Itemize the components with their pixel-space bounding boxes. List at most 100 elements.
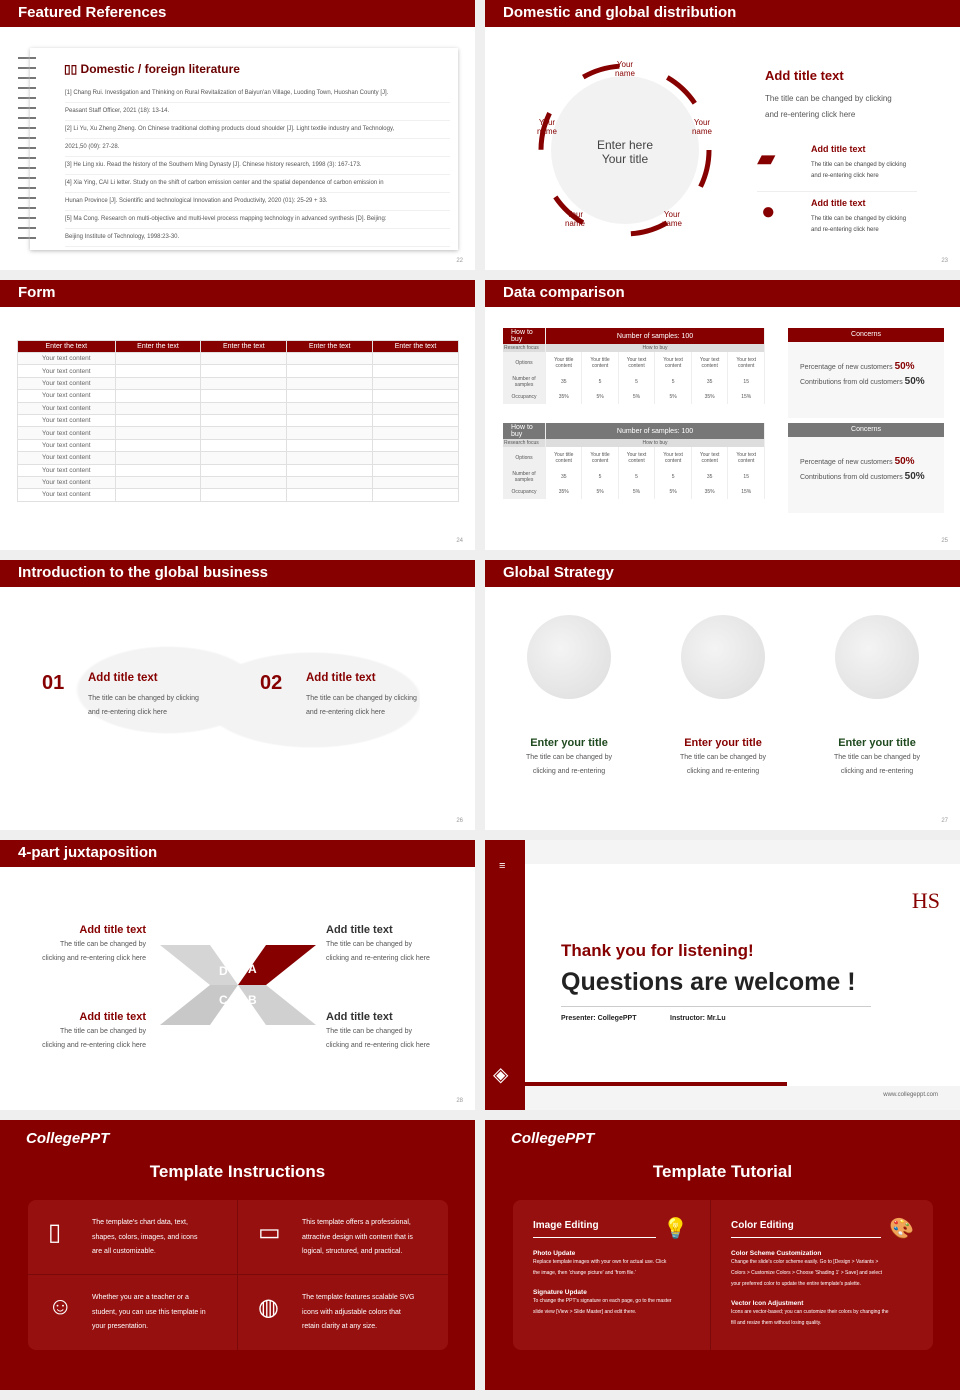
reference-line: [2] Li Yu, Xu Zheng Zheng. On Chinese tr… xyxy=(65,121,450,139)
reference-line: [3] He Ling xiu. Read the history of the… xyxy=(65,157,450,175)
instructor: Instructor: Mr.Lu xyxy=(670,1015,726,1022)
table-cell xyxy=(200,389,288,403)
name-bottom-right: Your name xyxy=(661,210,682,228)
new-customers: Percentage of new customers 50% xyxy=(800,455,944,470)
slide-30[interactable]: CollegePPT Template Instructions ▯ The t… xyxy=(0,1120,475,1390)
table-cell xyxy=(200,488,288,502)
table-row: Your text content xyxy=(17,475,459,490)
sample-count: Number of samples: 100 xyxy=(545,328,765,344)
column-header: Enter the text xyxy=(372,340,459,353)
table-cell xyxy=(286,364,374,378)
section-text: Replace template images with your own fo… xyxy=(533,1259,667,1265)
table-cell: How to buy xyxy=(545,344,765,352)
section-text: your preferred color to update the entir… xyxy=(731,1281,861,1287)
table-cell xyxy=(114,351,202,366)
item-text: The template features scalable SVG xyxy=(302,1294,415,1301)
table-cell: Number of samples xyxy=(503,374,547,389)
slide-22[interactable]: Featured References ▯▯ Domestic / foreig… xyxy=(0,0,475,270)
item-text: student, you can use this template in xyxy=(92,1308,206,1316)
old-customers-value: 50% xyxy=(904,471,925,482)
old-customers-label: Contributions from old customers xyxy=(800,474,903,481)
old-customers-value: 50% xyxy=(904,376,925,387)
table-cell: Your text content xyxy=(17,451,116,465)
globe-icon: ● xyxy=(761,198,776,225)
literature-heading: Domestic / foreign literature xyxy=(80,62,240,76)
instruction-item: ◍ The template features scalable SVG icon… xyxy=(238,1275,448,1350)
name-left: Your name xyxy=(536,118,557,136)
letter-c: C xyxy=(219,993,228,1007)
item-title: Add title text xyxy=(326,1011,393,1023)
reference-line: [5] Ma Cong. Research on multi-objective… xyxy=(65,211,450,229)
table-cell xyxy=(372,413,459,428)
item-text: retain clarity at any size. xyxy=(302,1323,378,1330)
table-cell: 35% xyxy=(691,484,729,499)
item-text: The title can be changed by clicking xyxy=(88,695,199,702)
basketball-icon: ◍ xyxy=(258,1294,279,1321)
section-text: Change the slide's color scheme easily. … xyxy=(731,1259,879,1265)
table-cell: 15% xyxy=(727,484,765,499)
logo-icon: HS xyxy=(911,888,940,913)
slide-26[interactable]: Introduction to the global business 01 A… xyxy=(0,560,475,830)
menu-icon[interactable]: ≡ xyxy=(499,860,506,872)
item-text: your presentation. xyxy=(92,1323,149,1330)
section-text: Icons are vector-based; you can customiz… xyxy=(731,1309,889,1315)
table-cell: 35 xyxy=(691,374,729,389)
section-text: Colors > Customize Colors > Choose 'Shad… xyxy=(731,1270,883,1276)
item-text: clicking and re-entering click here xyxy=(42,955,146,962)
slide-title: 4-part juxtaposition xyxy=(0,840,475,867)
collegeppt-logo: CollegePPT xyxy=(511,1130,595,1147)
concerns-title: Concerns xyxy=(788,423,944,437)
slide-29[interactable]: ≡ ◈ HS Thank you for listening! Question… xyxy=(485,840,960,1110)
item-text: The template's chart data, text, xyxy=(92,1219,188,1226)
section-text: the image, then 'change picture' and 'fr… xyxy=(533,1270,636,1276)
section-title: Vector Icon Adjustment xyxy=(731,1300,804,1307)
table-cell: Options xyxy=(503,352,547,374)
table-cell xyxy=(114,426,202,440)
item-text: attractive design with content that is xyxy=(302,1233,413,1241)
table-cell: Research focus xyxy=(503,344,547,352)
item-title: Add title text xyxy=(811,198,866,208)
slide-25[interactable]: Data comparison How to buy Number of samp… xyxy=(485,280,960,550)
table-title: How to buy xyxy=(503,423,547,439)
slide-23[interactable]: Domestic and global distribution Enter h… xyxy=(485,0,960,270)
item-text: The title can be changed by clicking xyxy=(306,695,417,702)
instruction-item: ☺ Whether you are a teacher or a student,… xyxy=(28,1275,238,1350)
item-text: clicking and re-entering click here xyxy=(42,1042,146,1049)
table-row: Your text content xyxy=(17,451,459,465)
globe-image xyxy=(835,615,919,699)
item-title: Add title text xyxy=(306,672,376,684)
item-title: Enter your title xyxy=(530,737,608,749)
strategy-item: Enter your title The title can be change… xyxy=(507,615,631,779)
strategy-item: Enter your title The title can be change… xyxy=(815,615,939,779)
table-cell: Your text content xyxy=(17,475,116,490)
concerns-card: Concerns Percentage of new customers 50%… xyxy=(788,328,944,418)
table-cell xyxy=(372,426,459,440)
table-cell xyxy=(114,451,202,465)
column-header: Enter the text xyxy=(200,340,288,353)
table-cell xyxy=(372,389,459,403)
new-customers-label: Percentage of new customers xyxy=(800,364,893,371)
table-cell xyxy=(286,413,374,428)
item-text: The title can be changed by xyxy=(525,754,612,761)
name-right: Your name xyxy=(691,118,712,136)
slide-28[interactable]: 4-part juxtaposition D A C B Add title t… xyxy=(0,840,475,1110)
slide-27[interactable]: Global Strategy Enter your title The tit… xyxy=(485,560,960,830)
table-cell: Your title content xyxy=(581,352,619,374)
table-cell xyxy=(200,451,288,465)
table-cell: Your text content xyxy=(17,426,116,440)
slide-title: Global Strategy xyxy=(485,560,960,587)
item-text: icons with adjustable colors that xyxy=(302,1308,401,1316)
slide-31[interactable]: CollegePPT Template Tutorial Image Editi… xyxy=(485,1120,960,1390)
ring-diagram xyxy=(538,63,712,237)
table-cell xyxy=(372,364,459,378)
table-row: Your text content xyxy=(17,438,459,453)
slide-24[interactable]: Form Enter the text Enter the text Enter t… xyxy=(0,280,475,550)
slide-title: Form xyxy=(0,280,475,307)
table-title: How to buy xyxy=(503,328,547,344)
table-row: Your text content xyxy=(17,463,459,477)
table-cell xyxy=(372,438,459,453)
table-cell: 15 xyxy=(727,469,765,484)
table-cell: Your text content xyxy=(17,438,116,453)
table-cell xyxy=(114,438,202,453)
layers-icon: ◈ xyxy=(493,1064,509,1086)
